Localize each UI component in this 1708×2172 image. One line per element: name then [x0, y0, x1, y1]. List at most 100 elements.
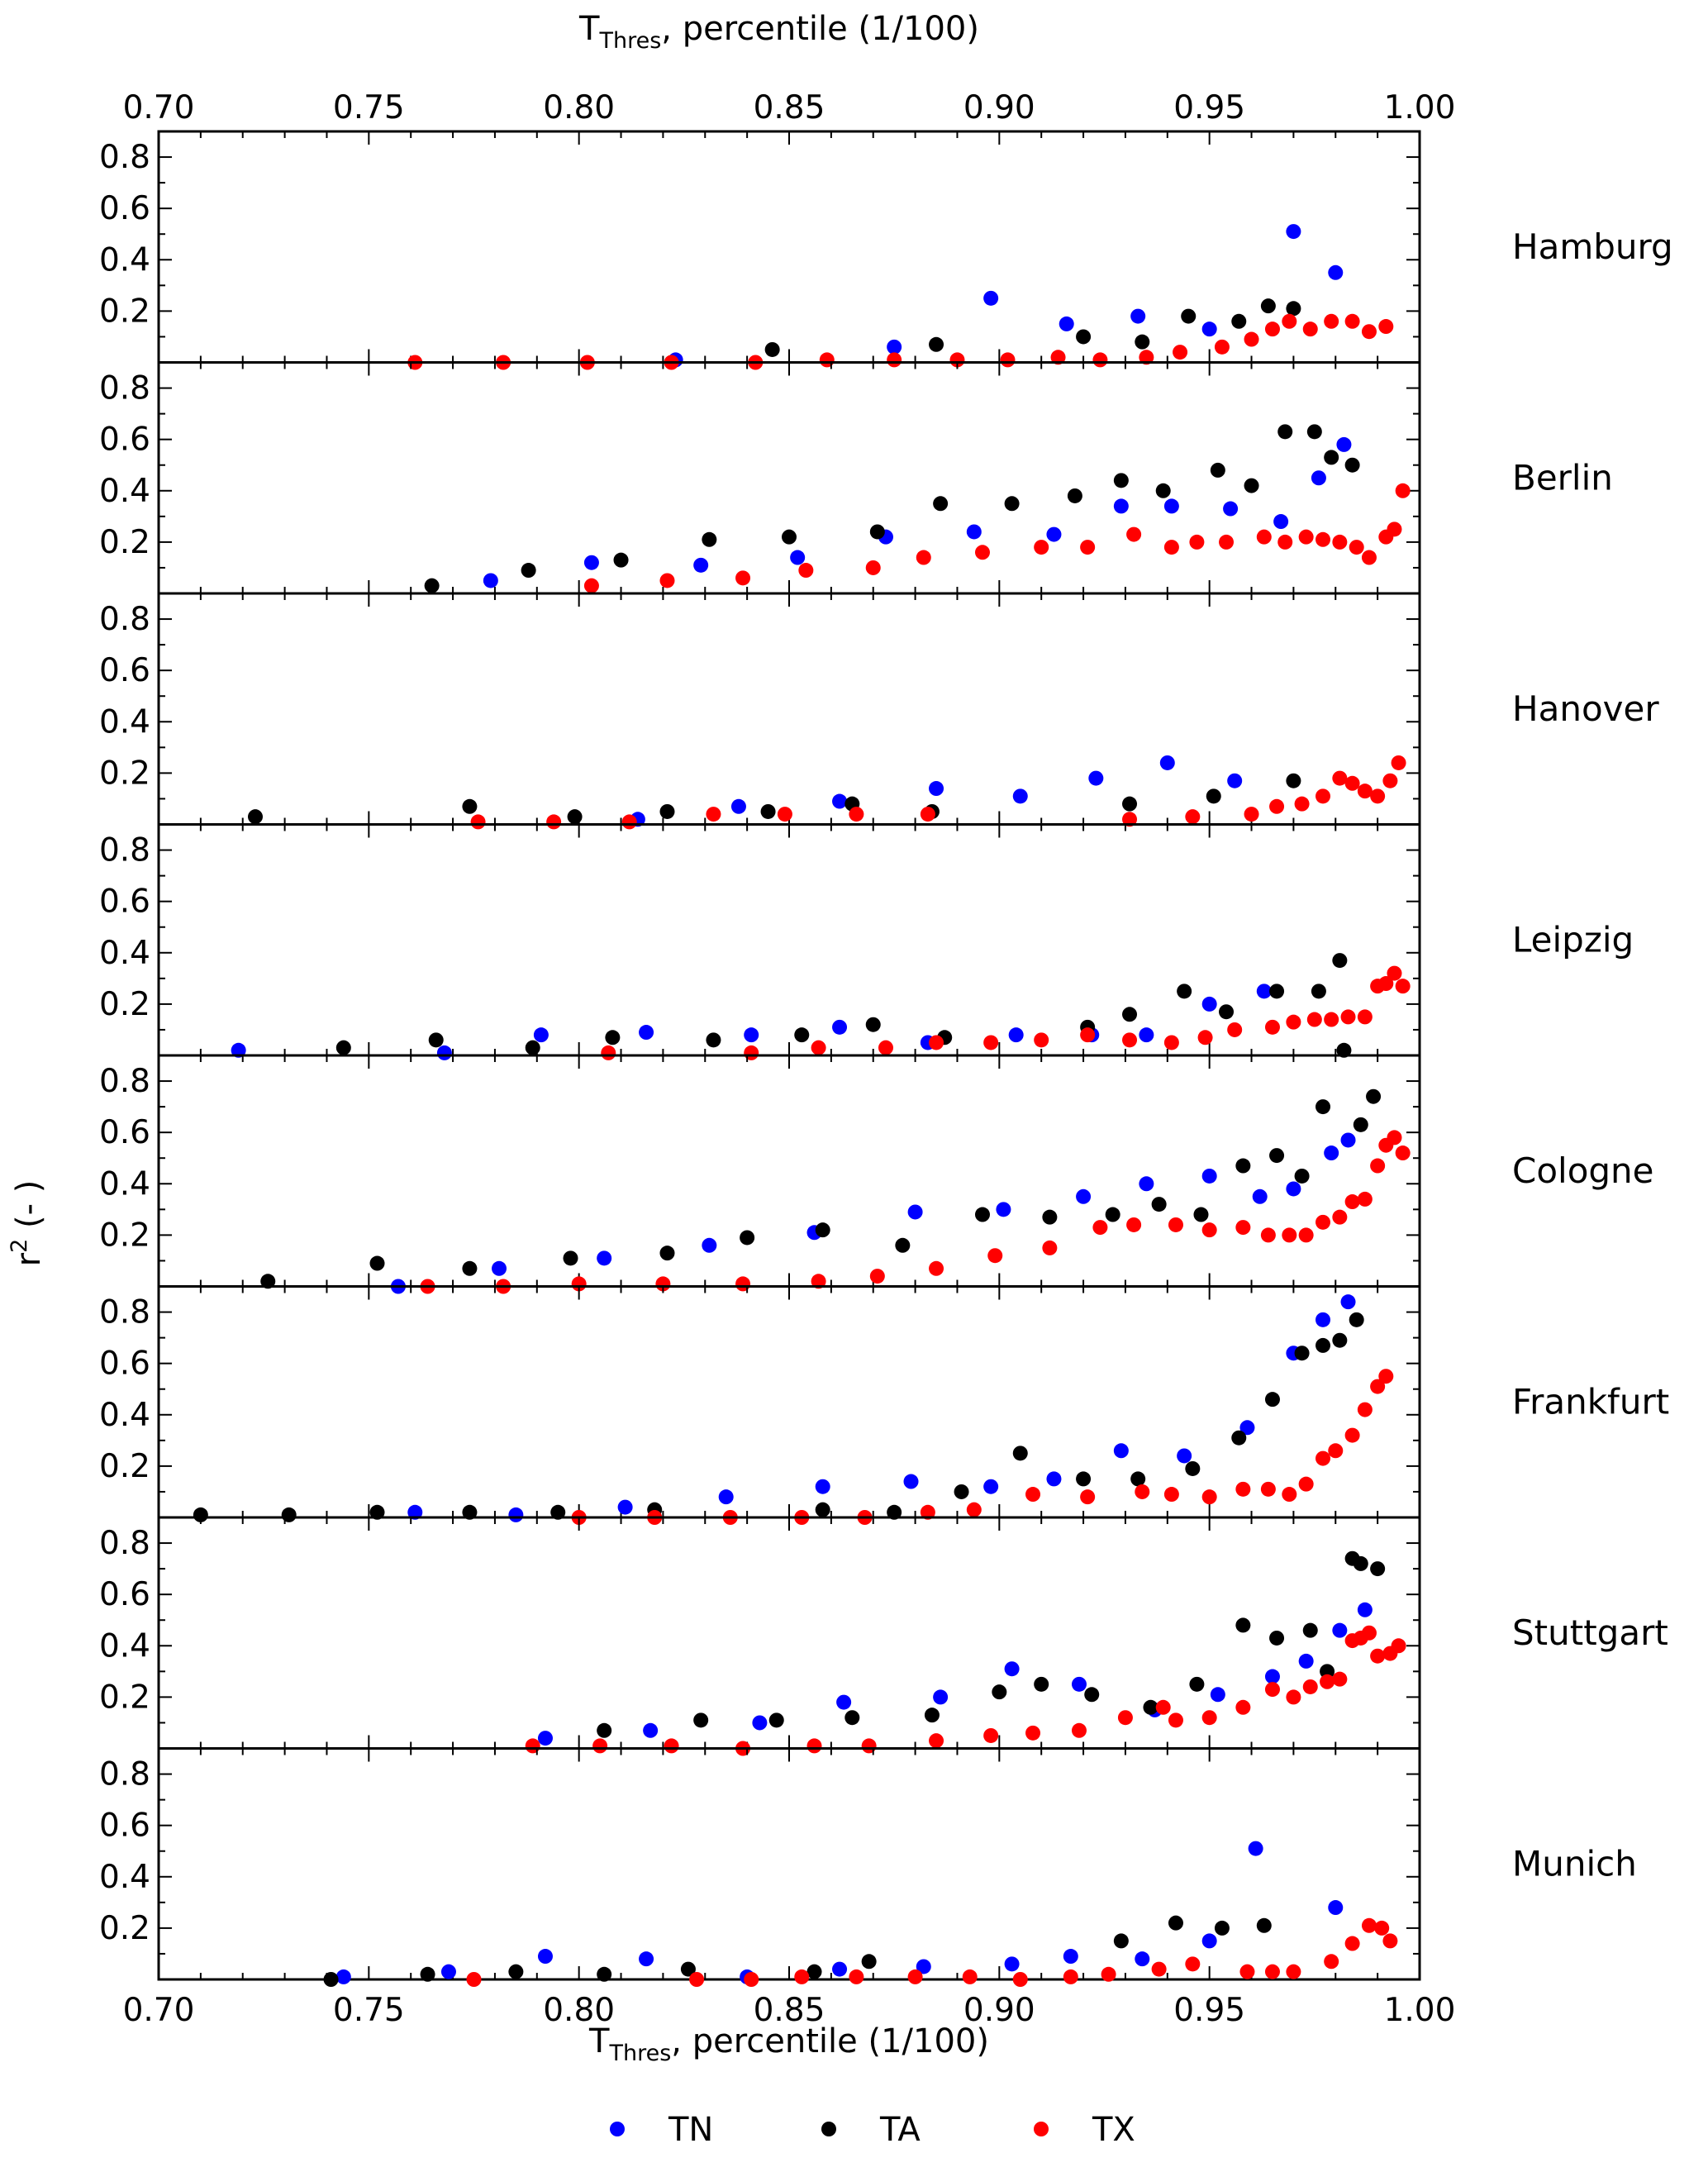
point-ta: [806, 1964, 822, 1979]
point-tx: [1163, 540, 1179, 555]
point-tn: [1264, 1669, 1280, 1684]
point-tx: [1264, 1019, 1280, 1035]
panel-leipzig: 0.2 0.4 0.6 0.8 Leipzig: [99, 823, 1634, 1060]
point-ta: [844, 1710, 860, 1726]
point-tx: [987, 1248, 1003, 1264]
point-tn: [1004, 1956, 1020, 1972]
panel-frame: [157, 1747, 1421, 1981]
point-ta: [563, 1250, 578, 1266]
point-tx: [1315, 1450, 1331, 1466]
point-ta: [1177, 984, 1192, 999]
point-tx: [1378, 1369, 1394, 1384]
point-tx: [1244, 807, 1259, 822]
top-x-tick-label: 0.85: [754, 89, 825, 126]
point-ta: [1277, 424, 1293, 440]
point-tx: [1126, 1217, 1142, 1232]
point-tx: [1173, 345, 1188, 360]
point-tx: [1361, 324, 1377, 340]
point-tn: [815, 1479, 830, 1494]
point-tn: [407, 1504, 423, 1520]
point-ta: [1269, 1148, 1285, 1164]
point-tx: [819, 352, 835, 368]
point-tx: [777, 807, 792, 822]
point-tn: [790, 550, 806, 565]
point-ta: [597, 1966, 612, 1982]
point-tn: [702, 1237, 717, 1253]
point-tn: [1328, 264, 1344, 280]
point-ta: [1320, 1664, 1335, 1679]
point-ta: [247, 809, 263, 825]
point-tx: [1286, 1014, 1301, 1030]
point-ta: [335, 1040, 351, 1055]
point-tx: [1320, 1674, 1335, 1689]
point-ta: [815, 1222, 830, 1238]
point-tn: [1315, 1312, 1331, 1327]
point-tx: [664, 1738, 679, 1754]
point-tx: [1080, 540, 1096, 555]
point-ta: [462, 1504, 478, 1520]
point-tx: [1382, 773, 1398, 788]
point-ta: [1294, 1346, 1310, 1361]
point-ta: [1353, 1117, 1368, 1132]
point-ta: [760, 803, 776, 819]
point-tx: [1101, 1966, 1116, 1982]
point-tn: [1046, 526, 1062, 542]
point-tx: [1302, 1679, 1318, 1694]
point-tx: [983, 1035, 999, 1050]
point-ta: [260, 1274, 276, 1289]
point-ta: [1286, 301, 1301, 317]
city-label: Hamburg: [1512, 226, 1673, 267]
y-tick-label: 0.8: [99, 1756, 150, 1793]
point-tx: [1349, 540, 1364, 555]
point-ta: [740, 1230, 755, 1246]
point-tx: [1391, 1638, 1406, 1654]
point-tn: [1286, 224, 1301, 240]
point-tx: [1387, 522, 1402, 537]
panel-frame: [157, 823, 1421, 1057]
point-tx: [929, 1733, 944, 1749]
point-ta: [1264, 1392, 1280, 1408]
point-tn: [436, 1045, 452, 1060]
point-ta: [1042, 1209, 1058, 1225]
point-tx: [1063, 1969, 1078, 1984]
panel-hanover: 0.2 0.4 0.6 0.8 Hanover: [99, 592, 1659, 830]
y-tick-label: 0.6: [99, 1114, 150, 1151]
point-ta: [1067, 488, 1082, 503]
point-ta: [1294, 1168, 1310, 1184]
point-ta: [1185, 1460, 1201, 1476]
y-tick-label: 0.6: [99, 422, 150, 459]
point-tn: [1324, 1146, 1339, 1161]
point-tn: [1223, 501, 1239, 517]
point-tx: [1151, 1961, 1167, 1977]
point-tx: [966, 1502, 982, 1517]
point-tn: [583, 555, 599, 570]
point-tx: [1282, 1227, 1297, 1243]
point-tx: [849, 1969, 864, 1984]
panel-munich: 0.2 0.4 0.6 0.8 Munich: [99, 1747, 1637, 1987]
point-tn: [907, 1204, 923, 1220]
panel-hamburg: 0.2 0.4 0.6 0.8 Hamburg: [99, 130, 1673, 370]
point-tx: [1189, 534, 1205, 550]
point-tx: [546, 814, 562, 830]
point-tx: [1357, 1402, 1373, 1417]
point-tn: [1163, 498, 1179, 514]
legend-marker: [821, 2122, 836, 2136]
point-tx: [1387, 1130, 1402, 1146]
point-tx: [1332, 534, 1348, 550]
point-ta: [1366, 1088, 1382, 1104]
point-ta: [1332, 953, 1348, 969]
point-ta: [794, 1027, 810, 1043]
point-tn: [537, 1731, 553, 1746]
point-tn: [1159, 755, 1175, 770]
point-tn: [1201, 322, 1217, 337]
point-tn: [1336, 436, 1352, 452]
point-ta: [815, 1502, 830, 1517]
point-tx: [470, 814, 486, 830]
y-tick-label: 0.2: [99, 524, 150, 561]
point-ta: [369, 1255, 385, 1271]
point-tx: [1332, 770, 1348, 786]
panel-frame: [157, 1054, 1421, 1288]
point-ta: [521, 563, 536, 579]
point-ta: [659, 803, 675, 819]
